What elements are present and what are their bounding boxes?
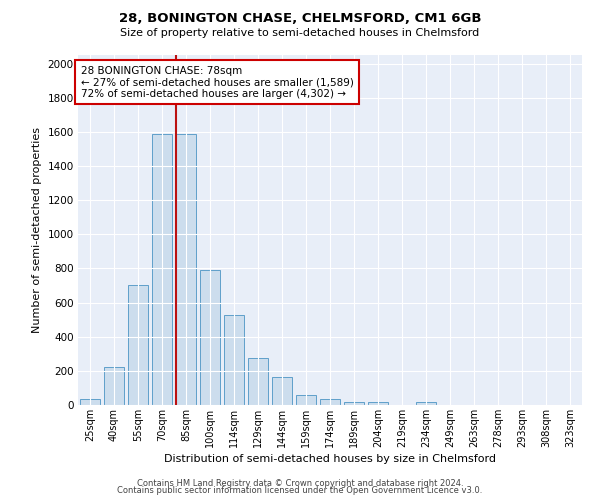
Bar: [296, 395, 316, 405]
Bar: [368, 402, 388, 405]
Text: Contains HM Land Registry data © Crown copyright and database right 2024.: Contains HM Land Registry data © Crown c…: [137, 478, 463, 488]
Bar: [320, 399, 340, 405]
Text: 28 BONINGTON CHASE: 78sqm
← 27% of semi-detached houses are smaller (1,589)
72% : 28 BONINGTON CHASE: 78sqm ← 27% of semi-…: [80, 66, 353, 98]
Bar: [176, 134, 196, 405]
Bar: [152, 134, 172, 405]
Bar: [80, 399, 100, 405]
Bar: [272, 377, 292, 405]
Bar: [344, 402, 364, 405]
Text: Size of property relative to semi-detached houses in Chelmsford: Size of property relative to semi-detach…: [121, 28, 479, 38]
Bar: [128, 286, 148, 405]
Text: 28, BONINGTON CHASE, CHELMSFORD, CM1 6GB: 28, BONINGTON CHASE, CHELMSFORD, CM1 6GB: [119, 12, 481, 26]
Y-axis label: Number of semi-detached properties: Number of semi-detached properties: [32, 127, 42, 333]
Bar: [104, 368, 124, 405]
Bar: [224, 314, 244, 405]
Text: Contains public sector information licensed under the Open Government Licence v3: Contains public sector information licen…: [118, 486, 482, 495]
Bar: [200, 270, 220, 405]
X-axis label: Distribution of semi-detached houses by size in Chelmsford: Distribution of semi-detached houses by …: [164, 454, 496, 464]
Bar: [248, 358, 268, 405]
Bar: [416, 402, 436, 405]
